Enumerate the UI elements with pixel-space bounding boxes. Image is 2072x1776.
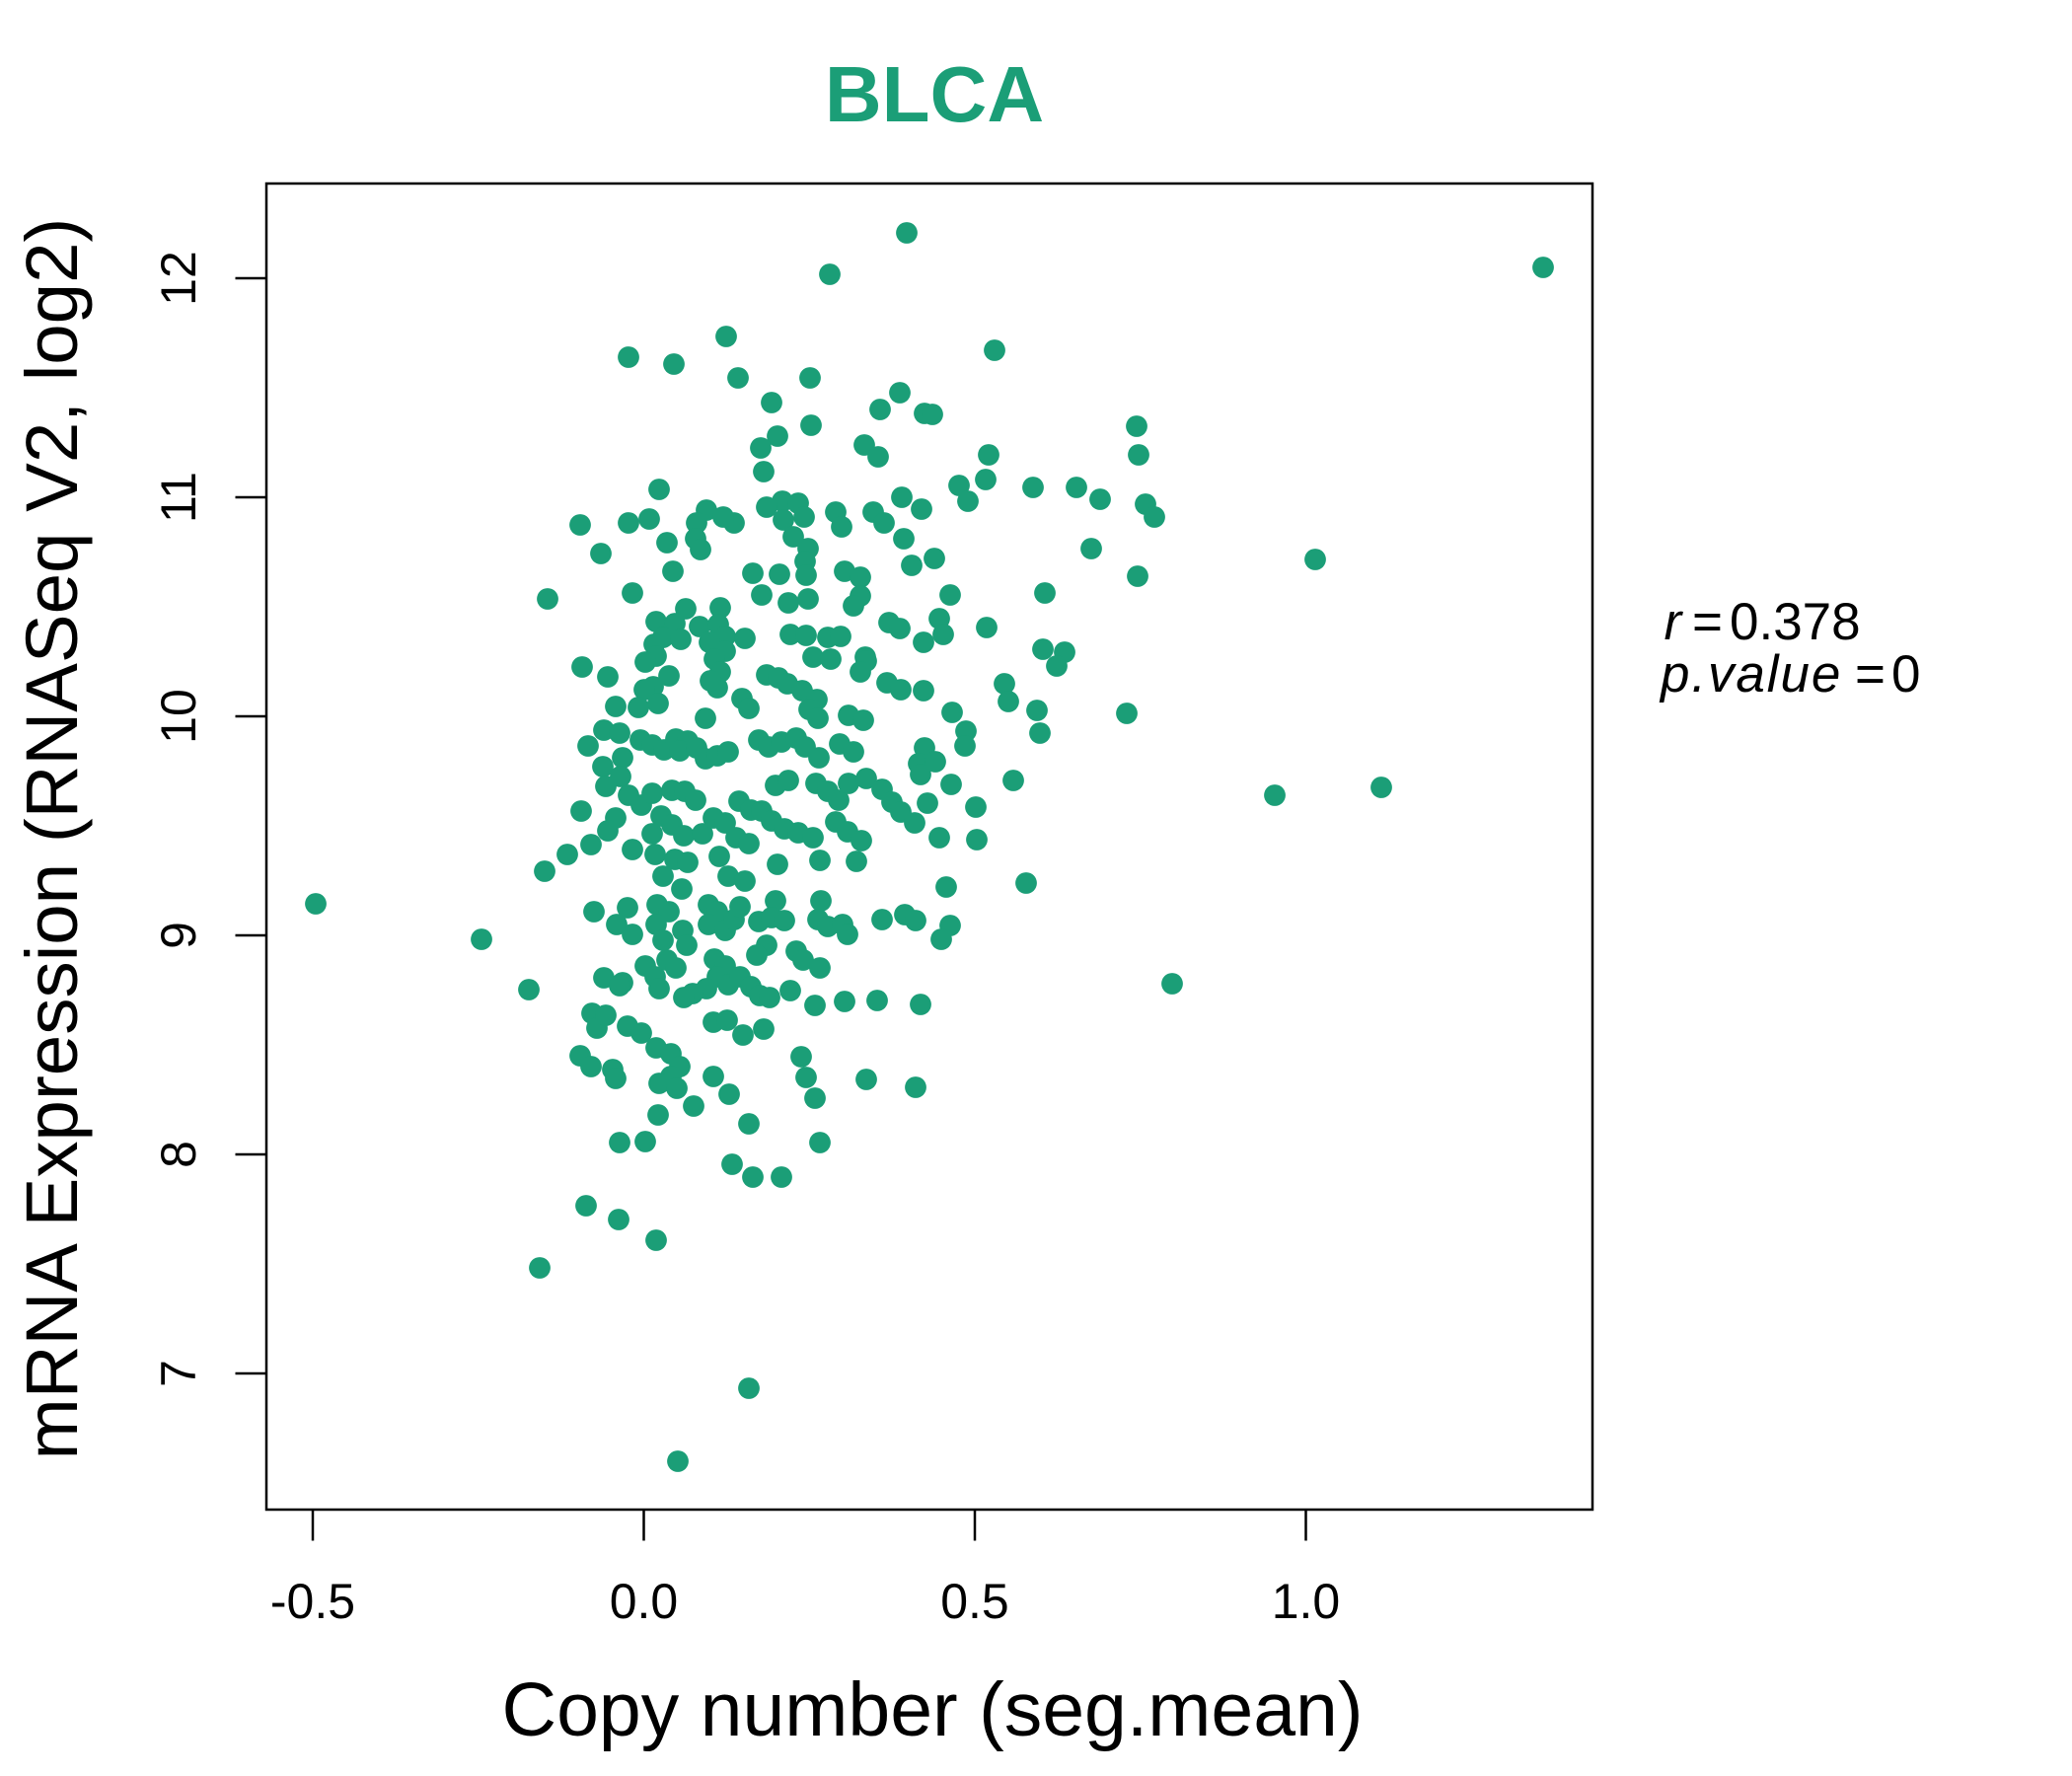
svg-text:8: 8: [151, 1141, 206, 1168]
svg-text:10: 10: [151, 689, 206, 744]
svg-text:Copy number (seg.mean): Copy number (seg.mean): [501, 1667, 1363, 1752]
svg-text:7: 7: [151, 1360, 206, 1387]
svg-text:mRNA Expression (RNASeq V2, lo: mRNA Expression (RNASeq V2, log2): [11, 218, 93, 1460]
svg-text:r=0.378: r = 0.378: [1665, 593, 1861, 651]
svg-text:9: 9: [151, 922, 206, 949]
svg-text:0.5: 0.5: [940, 1574, 1009, 1629]
svg-text:1.0: 1.0: [1272, 1574, 1341, 1629]
svg-text:-0.5: -0.5: [270, 1574, 355, 1629]
svg-text:12: 12: [151, 251, 206, 306]
svg-text:11: 11: [151, 472, 206, 523]
svg-text:0.0: 0.0: [610, 1574, 679, 1629]
svg-text:BLCA: BLCA: [825, 50, 1044, 138]
svg-text:p.value=0: p.value = 0: [1659, 645, 1920, 703]
